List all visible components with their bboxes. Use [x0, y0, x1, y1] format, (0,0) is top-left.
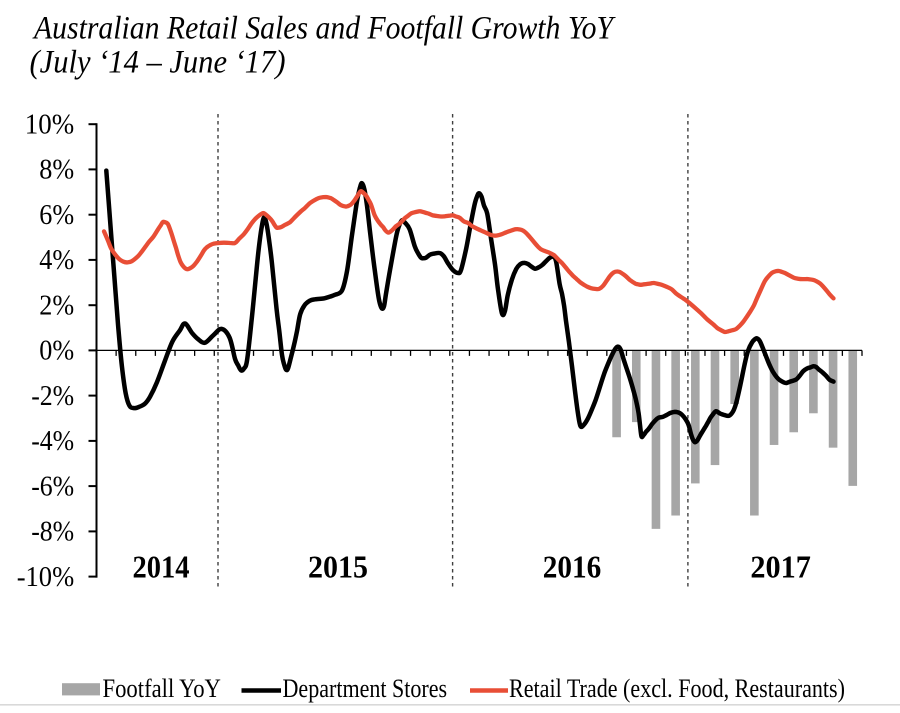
svg-text:2016: 2016 — [543, 550, 602, 585]
svg-text:2014: 2014 — [133, 550, 190, 585]
svg-text:10%: 10% — [25, 109, 74, 141]
svg-text:4%: 4% — [39, 244, 74, 276]
svg-text:Retail Trade (excl. Food, Rest: Retail Trade (excl. Food, Restaurants) — [509, 674, 845, 703]
svg-text:0%: 0% — [39, 335, 74, 367]
svg-text:-2%: -2% — [31, 380, 74, 412]
svg-text:-6%: -6% — [31, 470, 74, 502]
svg-text:8%: 8% — [39, 154, 74, 186]
svg-text:Footfall YoY: Footfall YoY — [103, 674, 222, 703]
svg-text:-8%: -8% — [31, 516, 74, 548]
svg-text:2%: 2% — [39, 290, 74, 322]
svg-text:6%: 6% — [39, 199, 74, 231]
svg-text:-4%: -4% — [31, 425, 74, 457]
svg-text:2015: 2015 — [308, 550, 368, 585]
svg-text:(July ‘14 – June ‘17): (July ‘14 – June ‘17) — [30, 44, 286, 80]
svg-text:-10%: -10% — [17, 561, 75, 593]
svg-text:Australian Retail Sales and Fo: Australian Retail Sales and Footfall Gro… — [32, 10, 616, 46]
svg-text:Department Stores: Department Stores — [283, 674, 448, 703]
svg-text:2017: 2017 — [750, 550, 811, 585]
